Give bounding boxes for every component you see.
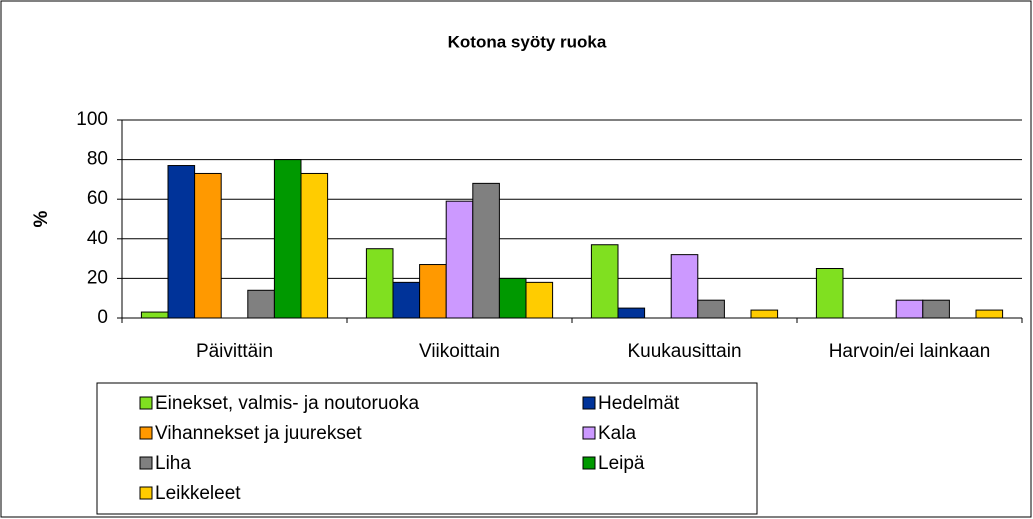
legend-label: Leipä <box>598 453 645 474</box>
legend-swatch <box>139 486 153 500</box>
legend-label: Einekset, valmis- ja noutoruoka <box>155 393 419 414</box>
legend-label: Vihannekset ja juurekset <box>155 423 362 444</box>
bar <box>273 159 302 319</box>
y-tick-label: 20 <box>87 267 108 288</box>
x-tick-label: Päivittäin <box>196 341 273 362</box>
bar <box>247 289 275 319</box>
bar <box>498 277 527 319</box>
bar <box>300 172 329 319</box>
x-tick-label: Viikoittain <box>419 341 500 362</box>
y-axis-label: % <box>31 210 52 227</box>
bar <box>670 254 699 319</box>
bar <box>617 307 646 319</box>
bar <box>167 165 196 319</box>
legend-swatch <box>582 426 596 440</box>
bar <box>815 268 844 319</box>
legend-swatch <box>139 426 153 440</box>
legend-swatch <box>139 396 153 410</box>
bar <box>697 299 725 319</box>
y-tick-label: 0 <box>97 307 108 328</box>
y-tick-label: 40 <box>87 228 108 249</box>
y-tick-label: 80 <box>87 149 108 170</box>
bar <box>895 299 924 319</box>
legend-swatch <box>139 456 153 470</box>
y-tick-label: 60 <box>87 188 108 209</box>
bar <box>750 309 779 319</box>
legend-swatch <box>582 456 596 470</box>
legend-swatch <box>582 396 596 410</box>
bar <box>525 281 554 319</box>
bar <box>194 172 222 319</box>
y-tick-label: 100 <box>76 109 108 130</box>
legend-label: Liha <box>155 453 191 474</box>
bar <box>419 264 447 319</box>
bar <box>590 244 619 319</box>
bar <box>392 281 421 319</box>
legend-label: Kala <box>598 423 636 444</box>
bar <box>472 182 500 319</box>
legend-label: Leikkeleet <box>155 483 241 504</box>
bar <box>922 299 950 319</box>
x-tick-label: Kuukausittain <box>627 341 741 362</box>
x-tick-label: Harvoin/ei lainkaan <box>829 341 991 362</box>
legend-label: Hedelmät <box>598 393 680 414</box>
legend-box <box>96 382 758 515</box>
bar <box>365 248 394 319</box>
bar <box>140 311 169 319</box>
bar <box>975 309 1004 319</box>
chart-title: Kotona syöty ruoka <box>448 32 607 51</box>
bar <box>445 200 474 319</box>
